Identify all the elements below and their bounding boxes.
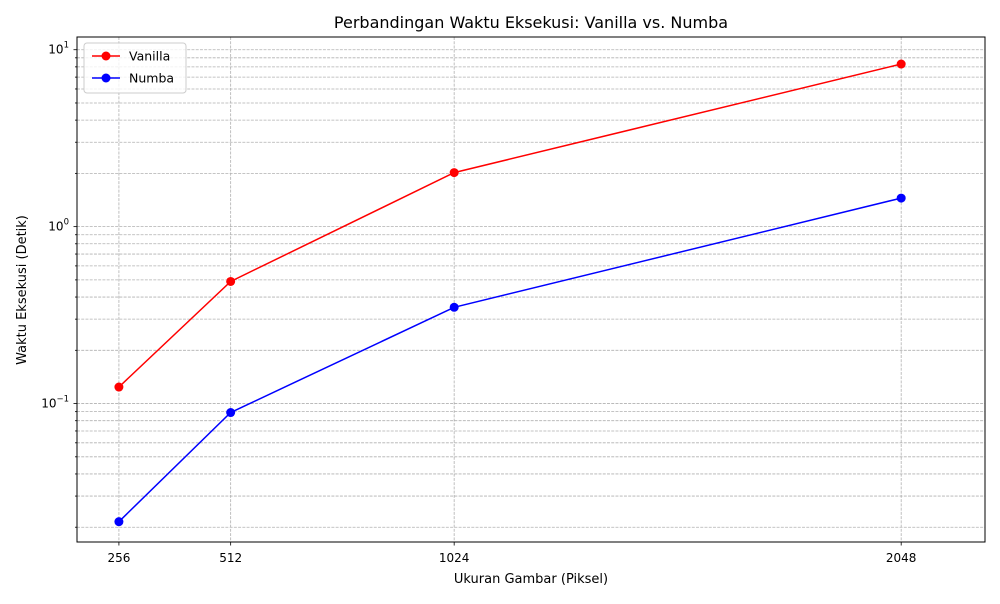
legend-marker bbox=[101, 51, 111, 61]
grid bbox=[77, 37, 985, 542]
axes: 256 512 1024 2048 10−1 100 101 bbox=[41, 36, 986, 565]
data-point bbox=[226, 276, 236, 286]
series-line bbox=[118, 197, 902, 523]
legend: Vanilla Numba bbox=[83, 42, 187, 94]
series-numba bbox=[114, 193, 906, 527]
data-point bbox=[896, 193, 906, 203]
y-tick-label: 101 bbox=[48, 41, 69, 57]
series-line bbox=[118, 63, 902, 388]
chart-title: Perbandingan Waktu Eksekusi: Vanilla vs.… bbox=[334, 13, 728, 32]
data-point bbox=[226, 408, 236, 418]
legend-label: Vanilla bbox=[129, 49, 170, 64]
y-tick-label: 10−1 bbox=[41, 395, 69, 411]
legend-marker bbox=[101, 73, 111, 83]
y-tick-label: 100 bbox=[48, 218, 69, 234]
series-group bbox=[114, 59, 906, 527]
series-vanilla bbox=[114, 59, 906, 392]
data-point bbox=[449, 302, 459, 312]
x-tick-label: 1024 bbox=[439, 551, 470, 565]
data-point bbox=[114, 382, 124, 392]
data-point bbox=[114, 517, 124, 527]
y-axis-label: Waktu Eksekusi (Detik) bbox=[15, 215, 30, 365]
x-tick-label: 512 bbox=[219, 551, 242, 565]
legend-label: Numba bbox=[129, 71, 174, 86]
plot-frame bbox=[76, 36, 986, 543]
x-axis-label: Ukuran Gambar (Piksel) bbox=[454, 572, 608, 587]
x-tick-label: 2048 bbox=[886, 551, 917, 565]
data-point bbox=[896, 59, 906, 69]
data-point bbox=[449, 168, 459, 178]
x-tick-label: 256 bbox=[107, 551, 130, 565]
